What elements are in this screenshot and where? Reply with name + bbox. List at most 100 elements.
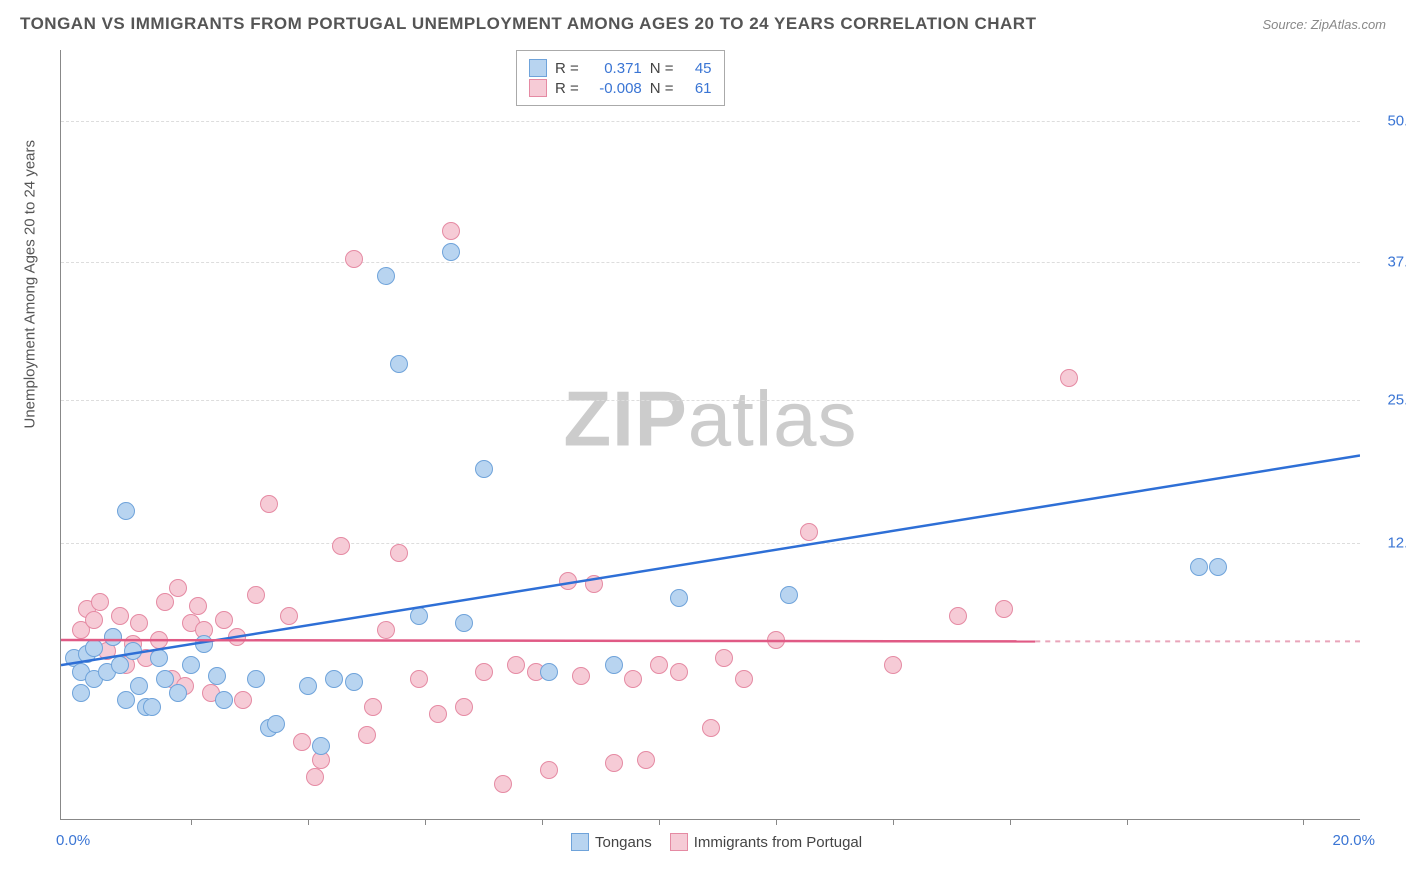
legend-series: Tongans Immigrants from Portugal bbox=[571, 833, 862, 851]
point-portugal bbox=[540, 761, 558, 779]
n-value-tongans: 45 bbox=[682, 60, 712, 77]
point-tongans bbox=[377, 267, 395, 285]
y-axis-title: Unemployment Among Ages 20 to 24 years bbox=[22, 140, 39, 429]
point-portugal bbox=[410, 670, 428, 688]
point-tongans bbox=[410, 607, 428, 625]
x-tick bbox=[425, 819, 426, 825]
point-portugal bbox=[670, 663, 688, 681]
point-tongans bbox=[312, 737, 330, 755]
point-portugal bbox=[735, 670, 753, 688]
point-portugal bbox=[169, 579, 187, 597]
point-portugal bbox=[1060, 369, 1078, 387]
chart-plot-area: ZIPatlas 50.0%37.5%25.0%12.5% R = 0.371 … bbox=[60, 50, 1360, 820]
point-tongans bbox=[1209, 558, 1227, 576]
chart-title: TONGAN VS IMMIGRANTS FROM PORTUGAL UNEMP… bbox=[20, 14, 1036, 34]
point-portugal bbox=[605, 754, 623, 772]
y-tick-label: 25.0% bbox=[1370, 392, 1406, 409]
point-portugal bbox=[247, 586, 265, 604]
y-tick-label: 50.0% bbox=[1370, 112, 1406, 129]
point-portugal bbox=[507, 656, 525, 674]
point-portugal bbox=[442, 222, 460, 240]
point-portugal bbox=[150, 631, 168, 649]
legend-row-portugal: R = -0.008 N = 61 bbox=[529, 79, 712, 97]
point-tongans bbox=[208, 667, 226, 685]
point-portugal bbox=[390, 544, 408, 562]
point-portugal bbox=[215, 611, 233, 629]
point-tongans bbox=[72, 684, 90, 702]
gridline bbox=[61, 400, 1360, 401]
point-portugal bbox=[559, 572, 577, 590]
point-tongans bbox=[169, 684, 187, 702]
point-portugal bbox=[377, 621, 395, 639]
point-portugal bbox=[429, 705, 447, 723]
point-tongans bbox=[117, 691, 135, 709]
point-tongans bbox=[345, 673, 363, 691]
point-portugal bbox=[572, 667, 590, 685]
legend-label-tongans: Tongans bbox=[595, 834, 652, 851]
point-portugal bbox=[228, 628, 246, 646]
point-tongans bbox=[605, 656, 623, 674]
point-tongans bbox=[85, 639, 103, 657]
point-tongans bbox=[195, 635, 213, 653]
point-portugal bbox=[702, 719, 720, 737]
point-tongans bbox=[143, 698, 161, 716]
point-portugal bbox=[995, 600, 1013, 618]
point-tongans bbox=[267, 715, 285, 733]
point-portugal bbox=[715, 649, 733, 667]
point-tongans bbox=[299, 677, 317, 695]
point-portugal bbox=[189, 597, 207, 615]
legend-correlation: R = 0.371 N = 45 R = -0.008 N = 61 bbox=[516, 50, 725, 106]
point-tongans bbox=[670, 589, 688, 607]
point-portugal bbox=[91, 593, 109, 611]
point-tongans bbox=[442, 243, 460, 261]
point-portugal bbox=[475, 663, 493, 681]
legend-row-tongans: R = 0.371 N = 45 bbox=[529, 59, 712, 77]
point-portugal bbox=[85, 611, 103, 629]
legend-item-portugal: Immigrants from Portugal bbox=[670, 833, 862, 851]
n-value-portugal: 61 bbox=[682, 80, 712, 97]
point-tongans bbox=[475, 460, 493, 478]
legend-item-tongans: Tongans bbox=[571, 833, 652, 851]
point-portugal bbox=[280, 607, 298, 625]
x-tick bbox=[1010, 819, 1011, 825]
point-tongans bbox=[111, 656, 129, 674]
trend-line-tongans bbox=[61, 455, 1360, 665]
point-tongans bbox=[215, 691, 233, 709]
point-portugal bbox=[364, 698, 382, 716]
point-portugal bbox=[358, 726, 376, 744]
point-portugal bbox=[130, 614, 148, 632]
point-portugal bbox=[494, 775, 512, 793]
point-portugal bbox=[650, 656, 668, 674]
swatch-tongans-bottom bbox=[571, 833, 589, 851]
r-value-tongans: 0.371 bbox=[587, 60, 642, 77]
point-tongans bbox=[124, 642, 142, 660]
point-portugal bbox=[637, 751, 655, 769]
point-tongans bbox=[325, 670, 343, 688]
point-portugal bbox=[306, 768, 324, 786]
x-tick bbox=[659, 819, 660, 825]
point-portugal bbox=[884, 656, 902, 674]
point-portugal bbox=[800, 523, 818, 541]
point-portugal bbox=[234, 691, 252, 709]
point-portugal bbox=[455, 698, 473, 716]
swatch-portugal-bottom bbox=[670, 833, 688, 851]
point-tongans bbox=[455, 614, 473, 632]
point-portugal bbox=[332, 537, 350, 555]
point-tongans bbox=[780, 586, 798, 604]
x-tick bbox=[893, 819, 894, 825]
point-tongans bbox=[247, 670, 265, 688]
point-portugal bbox=[585, 575, 603, 593]
point-portugal bbox=[260, 495, 278, 513]
point-portugal bbox=[345, 250, 363, 268]
point-tongans bbox=[130, 677, 148, 695]
x-tick bbox=[191, 819, 192, 825]
swatch-tongans bbox=[529, 59, 547, 77]
gridline bbox=[61, 262, 1360, 263]
r-value-portugal: -0.008 bbox=[587, 80, 642, 97]
y-tick-label: 37.5% bbox=[1370, 253, 1406, 270]
x-tick bbox=[776, 819, 777, 825]
swatch-portugal bbox=[529, 79, 547, 97]
x-tick bbox=[542, 819, 543, 825]
gridline bbox=[61, 543, 1360, 544]
source-label: Source: ZipAtlas.com bbox=[1262, 17, 1386, 32]
